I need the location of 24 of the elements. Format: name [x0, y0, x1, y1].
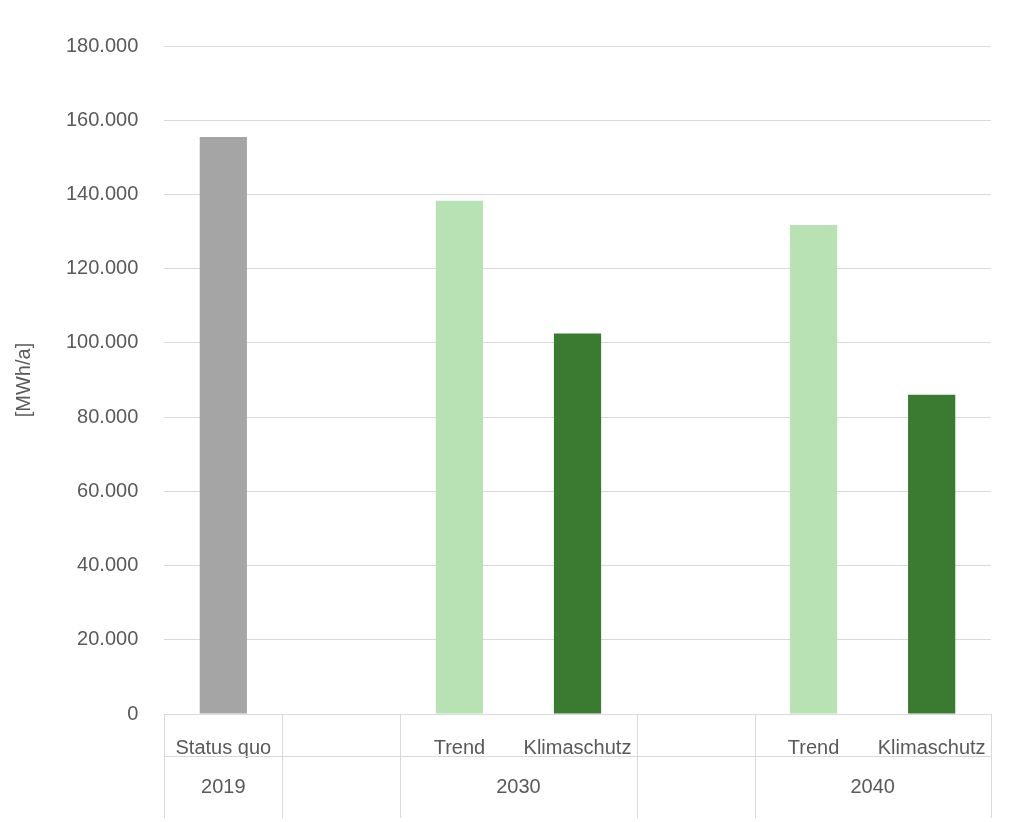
y-tick-label: 120.000 [66, 256, 139, 279]
bar [553, 333, 602, 714]
y-tick-label: 60.000 [77, 478, 139, 501]
y-axis-title: [MWh/a] [11, 342, 34, 418]
x-tick-label: Trend [787, 735, 840, 758]
text: 2019 [201, 774, 246, 797]
bar [790, 224, 838, 714]
y-tick-label: 100.000 [66, 330, 139, 353]
bar [435, 200, 484, 714]
text: 2030 [496, 774, 541, 797]
y-tick-label: 180.000 [66, 33, 139, 56]
y-tick-label: 0 [127, 701, 139, 724]
x-tick-label: Klimaschutz [523, 735, 632, 758]
x-tick-label: Trend [433, 735, 486, 758]
y-tick-label: 140.000 [66, 181, 139, 204]
bar [908, 394, 956, 714]
y-tick-label: 80.000 [77, 404, 139, 427]
x-tick-label: Klimaschutz [877, 735, 986, 758]
text: 2040 [850, 774, 895, 797]
y-tick-label: 160.000 [66, 107, 139, 130]
x-tick-label: Status quo [175, 735, 272, 758]
bar [199, 136, 247, 714]
y-tick-label: 40.000 [77, 553, 139, 576]
y-tick-label: 20.000 [77, 627, 139, 650]
